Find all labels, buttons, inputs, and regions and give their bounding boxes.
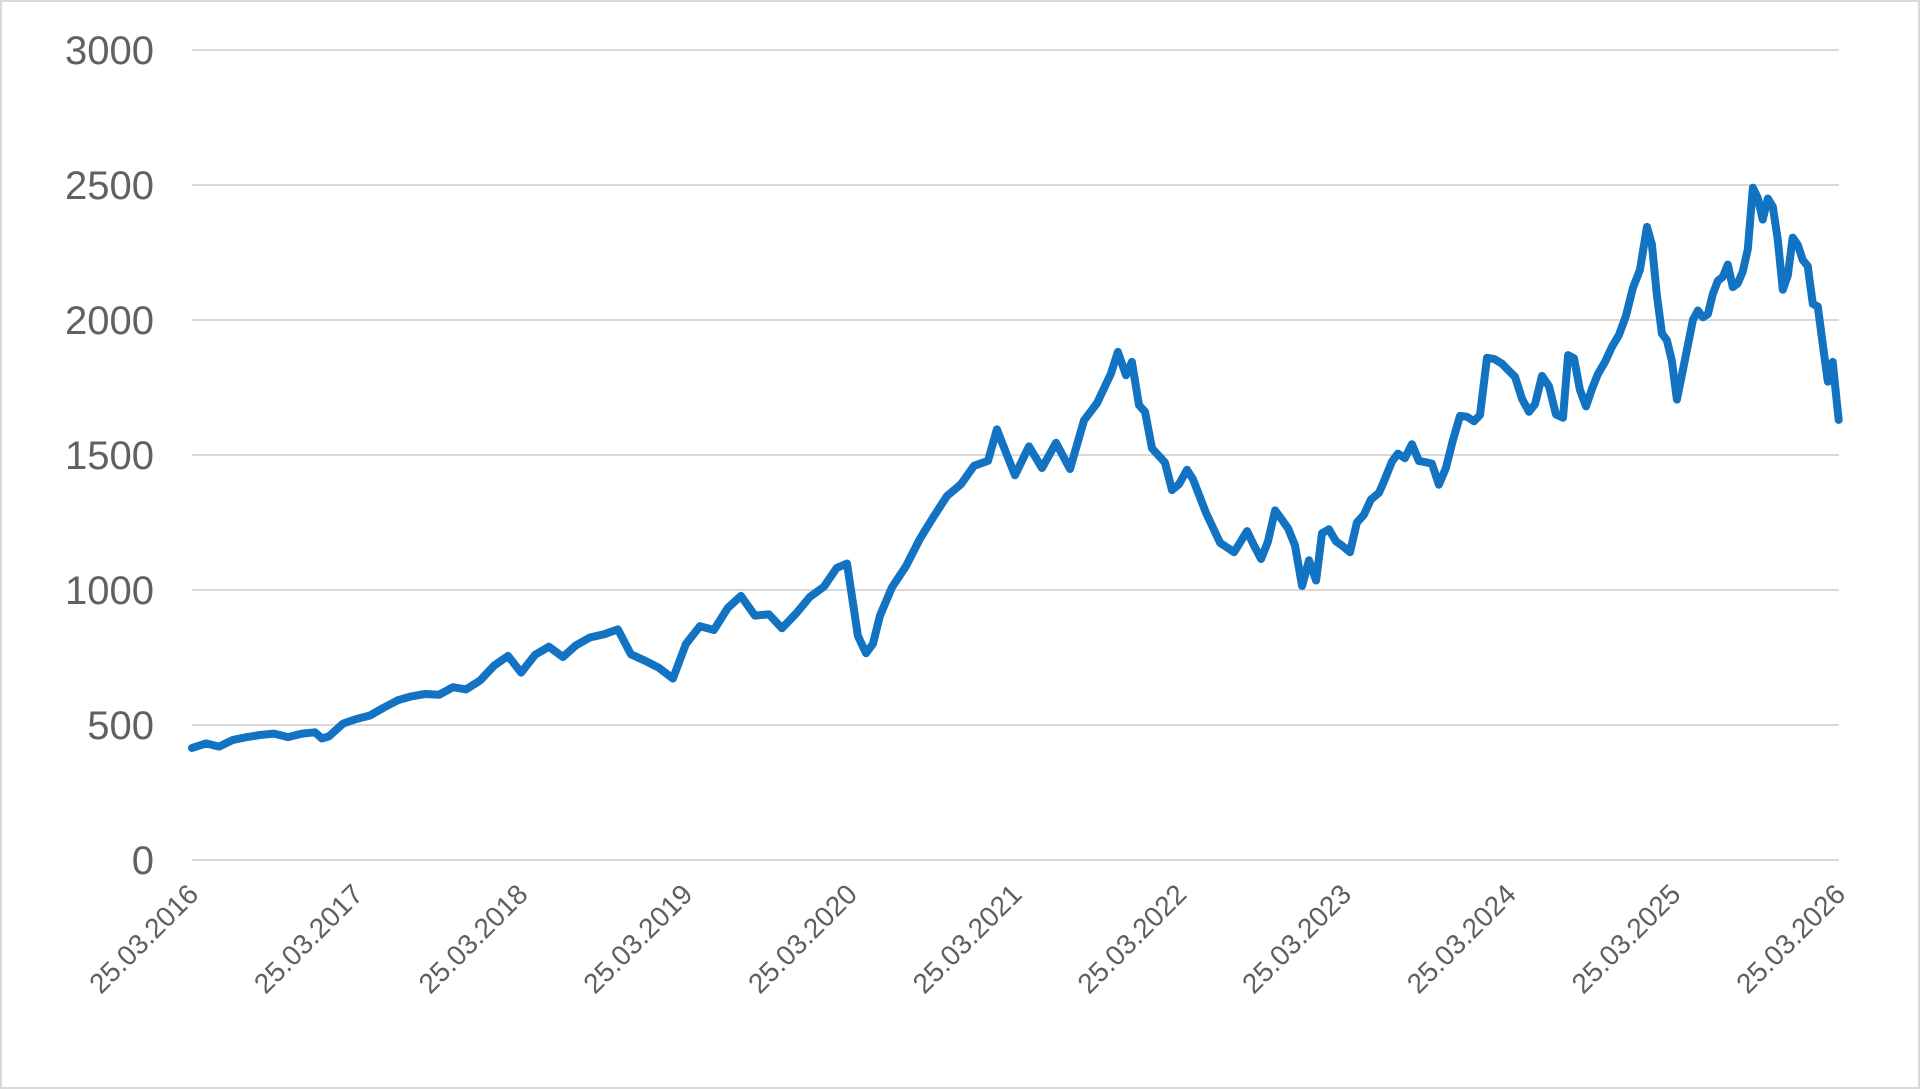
x-axis-tick-label: 25.03.2022 — [1071, 878, 1192, 999]
series-line-price — [188, 183, 1843, 752]
x-axis-tick-label: 25.03.2023 — [1236, 878, 1357, 999]
x-axis-tick-label: 25.03.2019 — [577, 878, 698, 999]
x-axis-tick-label: 25.03.2024 — [1401, 878, 1522, 999]
y-axis-tick-label: 2000 — [65, 299, 154, 343]
x-axis-tick-label: 25.03.2018 — [413, 878, 534, 999]
x-axis-tick-label: 25.03.2017 — [248, 878, 369, 999]
y-axis-tick-label: 0 — [132, 839, 154, 883]
y-axis-tick-label: 3000 — [65, 29, 154, 73]
y-axis-tick-label: 2500 — [65, 164, 154, 208]
x-axis-tick-label: 25.03.2021 — [907, 878, 1028, 999]
y-axis-tick-label: 1000 — [65, 569, 154, 613]
y-axis-tick-label: 1500 — [65, 434, 154, 478]
y-axis-tick-label: 500 — [87, 704, 154, 748]
x-axis-tick-label: 25.03.2026 — [1730, 878, 1851, 999]
x-axis-tick-label: 25.03.2016 — [83, 878, 204, 999]
x-axis-tick-label: 25.03.2025 — [1566, 878, 1687, 999]
x-axis-tick-label: 25.03.2020 — [742, 878, 863, 999]
